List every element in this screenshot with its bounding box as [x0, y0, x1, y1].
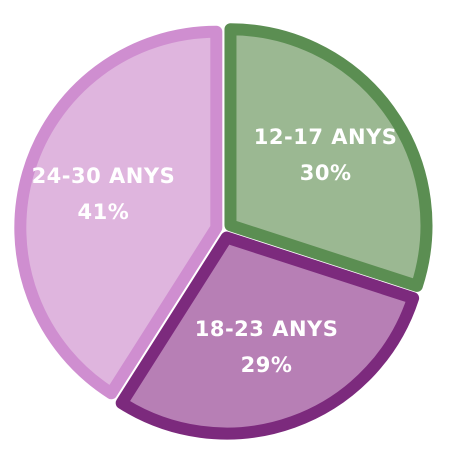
- slice-label: 12-17 ANYS: [254, 125, 398, 149]
- slice-value-label: 41%: [78, 200, 130, 224]
- pie-slice: [115, 231, 420, 440]
- pie-slice: [224, 23, 433, 292]
- slice-value-label: 30%: [300, 161, 352, 185]
- slice-label: 18-23 ANYS: [195, 317, 339, 341]
- slice-label: 24-30 ANYS: [32, 164, 176, 188]
- slice-value-label: 29%: [241, 353, 293, 377]
- pie-slice: [14, 25, 223, 400]
